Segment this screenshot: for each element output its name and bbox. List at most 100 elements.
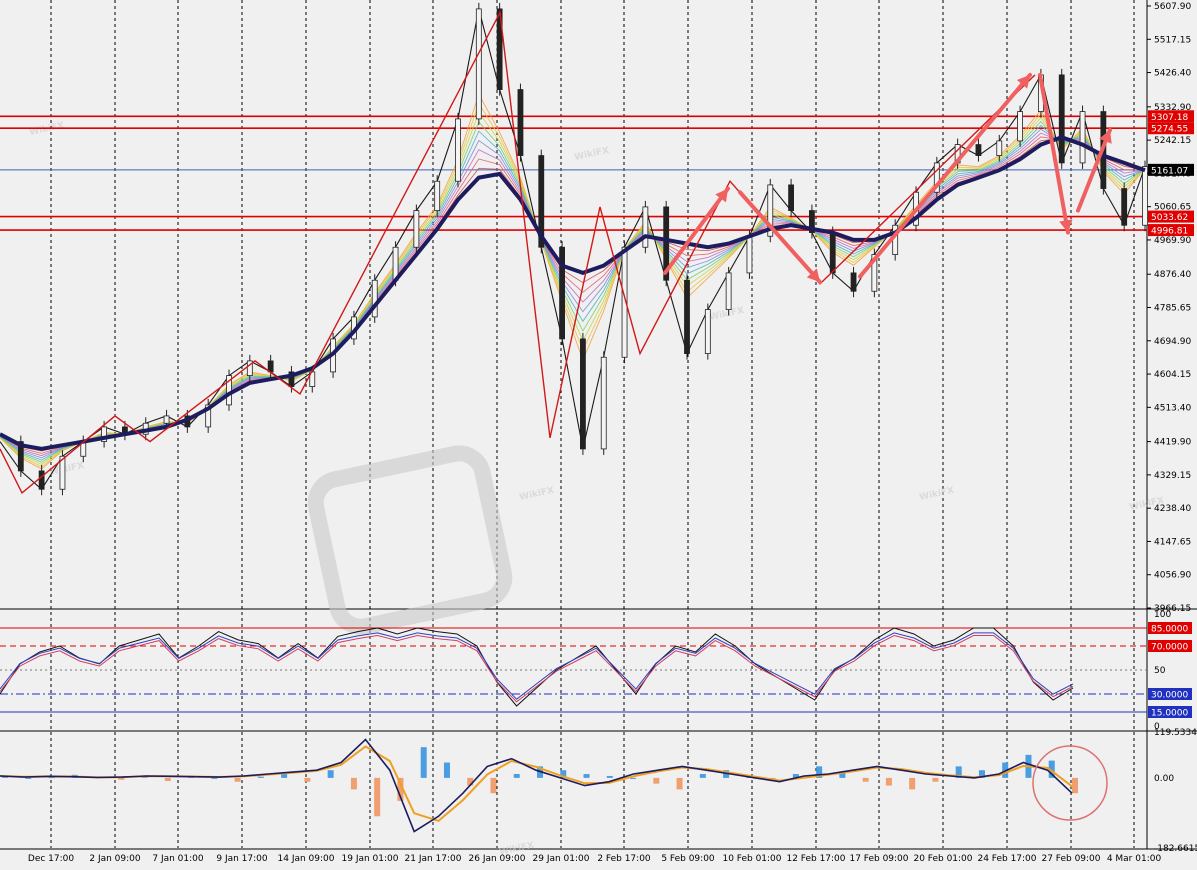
candle-body xyxy=(226,375,232,406)
rsi-level-label: 85.0000 xyxy=(1151,625,1188,635)
macd-histogram-bar xyxy=(164,777,171,781)
price-tick-label: 4785.65 xyxy=(1154,304,1191,314)
time-tick-label: 9 Jan 17:00 xyxy=(216,854,268,864)
price-tick-label: 5426.40 xyxy=(1154,69,1191,79)
price-line xyxy=(0,8,1146,491)
macd-histogram-bar xyxy=(281,774,288,778)
price-tick-label: 4876.40 xyxy=(1154,270,1191,280)
candle-body xyxy=(538,155,545,248)
time-tick-label: 24 Feb 17:00 xyxy=(977,854,1036,864)
price-tick-label: 4056.90 xyxy=(1154,571,1191,581)
rsi-tick-label: 100 xyxy=(1154,610,1171,620)
rsi-level-box xyxy=(1148,622,1192,634)
candle-body xyxy=(621,246,628,358)
candle-body xyxy=(767,184,774,237)
candle-body xyxy=(642,206,649,248)
trend-arrow-head xyxy=(1059,219,1073,233)
macd-histogram-bar xyxy=(443,762,450,778)
time-tick-label: 5 Feb 09:00 xyxy=(661,854,715,864)
candle-body xyxy=(663,206,670,281)
price-tick-label: 4329.15 xyxy=(1154,471,1191,481)
candle-body xyxy=(1121,188,1128,226)
candle-body xyxy=(434,180,441,211)
price-tick-label: 5607.90 xyxy=(1154,2,1191,12)
macd-histogram-bar xyxy=(350,777,357,790)
time-tick-label: 27 Feb 09:00 xyxy=(1041,854,1100,864)
macd-histogram-bar xyxy=(48,777,55,779)
candle-body xyxy=(746,235,753,274)
price-tick-label: 5060.65 xyxy=(1154,203,1191,213)
candle-body xyxy=(413,210,420,248)
trend-arrow-shaft xyxy=(858,72,1032,279)
panel-background xyxy=(0,732,1147,848)
time-tick-label: 12 Feb 17:00 xyxy=(786,854,845,864)
rsi-line xyxy=(0,634,1074,703)
price-tick-label: 4604.15 xyxy=(1154,370,1191,380)
trend-arrow-head xyxy=(1099,129,1112,144)
macd-histogram-bar xyxy=(955,766,962,778)
candle-body xyxy=(496,8,503,90)
price-tick-label: 4694.90 xyxy=(1154,337,1191,347)
time-tick-label: 14 Jan 09:00 xyxy=(278,854,335,864)
macd-histogram-bar xyxy=(490,777,497,794)
candle-body xyxy=(684,279,690,354)
rsi-level-label: 30.0000 xyxy=(1151,691,1188,701)
candle-body xyxy=(163,415,170,424)
price-tick-label: 3966.15 xyxy=(1154,604,1191,614)
trend-arrow-shaft xyxy=(1038,72,1070,235)
macd-histogram-bar xyxy=(909,777,916,790)
rsi-level-box xyxy=(1148,688,1192,700)
price-level-box xyxy=(1148,224,1194,237)
trend-arrow-shaft xyxy=(1076,127,1112,213)
candle-body xyxy=(933,162,940,193)
macd-histogram-bar xyxy=(816,766,823,778)
panel-background xyxy=(0,0,1147,608)
macd-histogram-bar xyxy=(374,777,381,817)
candle-body xyxy=(725,272,732,310)
price-tick-label: 4513.40 xyxy=(1154,403,1191,413)
time-tick-label: 26 Jan 09:00 xyxy=(469,854,526,864)
price-level-label: 5033.62 xyxy=(1151,213,1188,223)
macd-histogram-bar xyxy=(234,777,241,782)
rsi-line xyxy=(0,632,1074,700)
macd-histogram-bar xyxy=(513,774,520,778)
candle-body xyxy=(580,338,586,450)
macd-histogram-bar xyxy=(1048,760,1055,778)
rsi-level-box xyxy=(1148,640,1192,652)
time-tick-label: 7 Jan 01:00 xyxy=(152,854,204,864)
price-level-box xyxy=(1148,122,1194,135)
time-tick-label: 19 Jan 01:00 xyxy=(342,854,399,864)
price-level-box xyxy=(1148,210,1194,223)
macd-histogram-bar xyxy=(653,777,660,784)
macd-histogram-bar xyxy=(211,777,218,779)
candle-body xyxy=(1058,74,1065,164)
macd-histogram-bar xyxy=(304,777,311,782)
candle-body xyxy=(871,254,878,292)
price-level-label: 5307.18 xyxy=(1151,113,1188,123)
macd-tick-label: 119.5334 xyxy=(1154,728,1197,738)
trend-arrow-shaft xyxy=(663,186,730,275)
slow-moving-average-line xyxy=(0,135,1146,451)
rsi-level-label: 70.0000 xyxy=(1151,643,1188,653)
candle-body xyxy=(559,246,565,340)
macd-histogram-bar xyxy=(420,747,427,778)
macd-histogram-bar xyxy=(699,774,706,778)
trend-arrow-head xyxy=(715,188,728,203)
candle-body xyxy=(829,232,836,274)
price-level-box xyxy=(1148,163,1194,176)
trend-arrow-head xyxy=(1016,74,1030,89)
candle-body xyxy=(704,309,711,354)
macd-histogram-bar xyxy=(467,777,474,786)
candle-body xyxy=(101,426,107,442)
time-tick-label: 10 Feb 01:00 xyxy=(722,854,781,864)
macd-line xyxy=(0,738,1073,833)
price-level-box xyxy=(1148,110,1194,123)
macd-histogram-bar xyxy=(327,770,334,778)
trend-arrow-head xyxy=(806,268,820,283)
time-tick-label: 29 Jan 01:00 xyxy=(533,854,590,864)
price-tick-label: 4238.40 xyxy=(1154,504,1191,514)
macd-histogram-bar xyxy=(118,777,125,780)
rsi-level-label: 15.0000 xyxy=(1151,709,1188,719)
